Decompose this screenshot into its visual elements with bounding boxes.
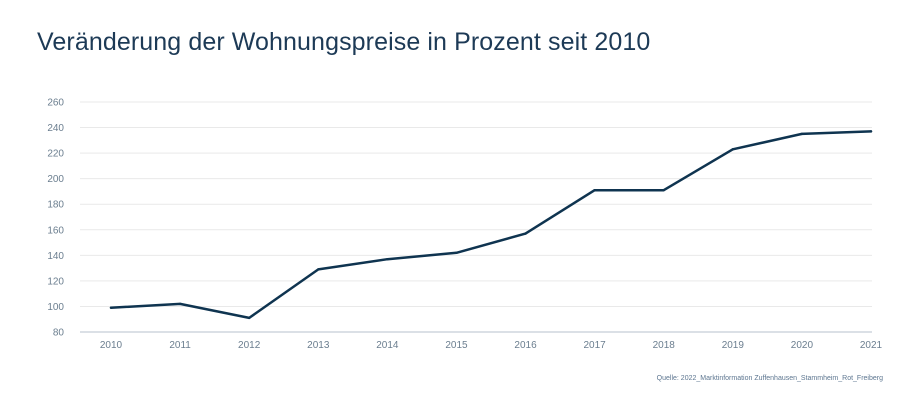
- data-point: [869, 130, 873, 133]
- y-tick-label: 180: [47, 200, 64, 211]
- y-tick-label: 260: [47, 98, 64, 109]
- data-point: [317, 268, 320, 271]
- chart-title: Veränderung der Wohnungspreise in Prozen…: [37, 28, 651, 56]
- data-point: [800, 132, 804, 136]
- x-tick-label: 2012: [238, 340, 261, 351]
- data-point: [662, 188, 665, 192]
- x-axis: 2010 2011 2012 2013 2014 2015 2016 2017 2018 2019…: [80, 331, 883, 351]
- x-tick-label: 2018: [653, 340, 676, 351]
- data-point: [524, 232, 527, 235]
- y-tick-label: 220: [47, 149, 64, 160]
- series-layer: [109, 130, 873, 320]
- x-tick-label: 2020: [791, 340, 814, 351]
- data-point: [247, 316, 251, 320]
- gridlines: [80, 101, 872, 307]
- data-point: [109, 306, 113, 309]
- y-tick-label: 140: [47, 251, 64, 262]
- x-tick-label: 2010: [100, 340, 123, 351]
- data-point: [386, 257, 389, 261]
- y-tick-label: 160: [47, 225, 64, 236]
- source-note: Quelle: 2022_Marktinformation Zuffenhaus…: [656, 375, 883, 382]
- series-line: [109, 130, 873, 320]
- x-tick-label: 2014: [376, 340, 399, 351]
- x-tick-label: 2013: [307, 340, 330, 351]
- data-point: [455, 251, 458, 254]
- x-tick-label: 2016: [514, 340, 537, 351]
- y-tick-label: 240: [47, 123, 64, 134]
- x-tick-label: 2019: [722, 340, 745, 351]
- data-point: [593, 188, 596, 192]
- y-tick-label: 80: [53, 328, 65, 339]
- y-tick-label: 200: [47, 174, 64, 185]
- x-tick-label: 2017: [584, 340, 607, 351]
- x-tick-label: 2011: [169, 340, 191, 351]
- x-tick-label: 2021: [860, 340, 883, 351]
- y-tick-label: 100: [47, 302, 64, 313]
- y-axis: 80 100 120 140 160 180 200 220 240 260: [47, 98, 64, 339]
- y-tick-label: 120: [47, 276, 64, 287]
- x-tick-label: 2015: [445, 340, 468, 351]
- data-point: [731, 148, 735, 151]
- data-point: [178, 302, 182, 306]
